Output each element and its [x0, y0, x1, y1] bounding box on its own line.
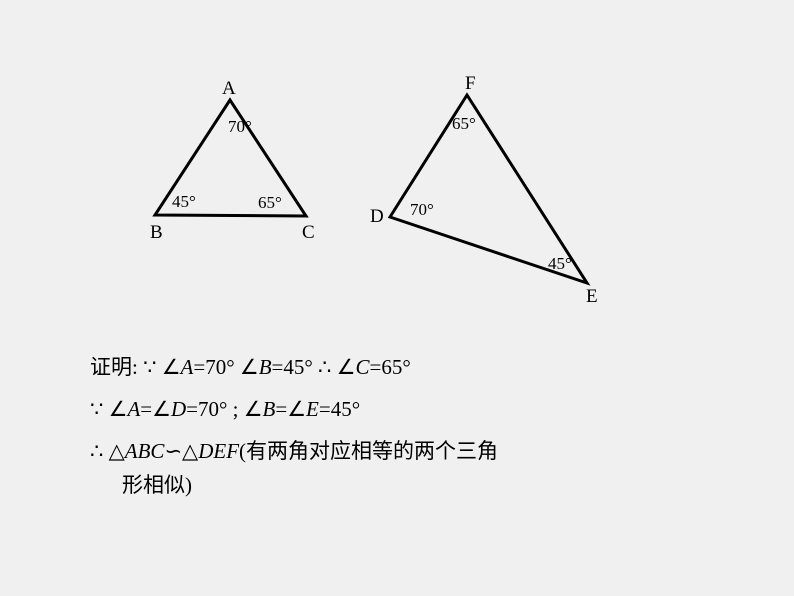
- proof-prefix: 证明:: [90, 355, 138, 379]
- expr-c: ∠C=65°: [337, 355, 411, 379]
- therefore-2: ∴: [90, 439, 103, 463]
- label-e: E: [586, 286, 598, 308]
- expr-b: ∠B=45°: [240, 355, 313, 379]
- angle-d: 70°: [410, 200, 434, 220]
- label-d: D: [370, 206, 384, 228]
- proof-line-3b: 形相似): [90, 470, 710, 502]
- because-2: ∵: [90, 397, 103, 421]
- therefore-1: ∴: [318, 355, 331, 379]
- angle-f: 65°: [452, 114, 476, 134]
- proof-line-3: ∴ △ABC∽△DEF(有两角对应相等的两个三角: [90, 436, 710, 468]
- note-a: (有两角对应相等的两个三角: [239, 439, 498, 463]
- because-1: ∵: [143, 355, 156, 379]
- expr-be: ∠B=∠E=45°: [244, 397, 360, 421]
- expr-a: ∠A=70°: [162, 355, 235, 379]
- note-b: 形相似): [122, 473, 192, 497]
- sep: ;: [227, 397, 243, 421]
- proof-line-2: ∵ ∠A=∠D=70° ; ∠B=∠E=45°: [90, 394, 710, 426]
- label-f: F: [465, 73, 476, 95]
- proof-line-1: 证明: ∵ ∠A=70° ∠B=45° ∴ ∠C=65°: [90, 352, 710, 384]
- expr-ad: ∠A=∠D=70°: [109, 397, 228, 421]
- label-b: B: [150, 222, 163, 244]
- label-c: C: [302, 222, 315, 244]
- label-a: A: [222, 78, 236, 100]
- angle-e: 45°: [548, 254, 572, 274]
- sim-expr: △ABC∽△DEF: [109, 439, 239, 463]
- geometry-svg: [0, 0, 794, 596]
- angle-c: 65°: [258, 193, 282, 213]
- angle-b: 45°: [172, 192, 196, 212]
- angle-a: 70°: [228, 117, 252, 137]
